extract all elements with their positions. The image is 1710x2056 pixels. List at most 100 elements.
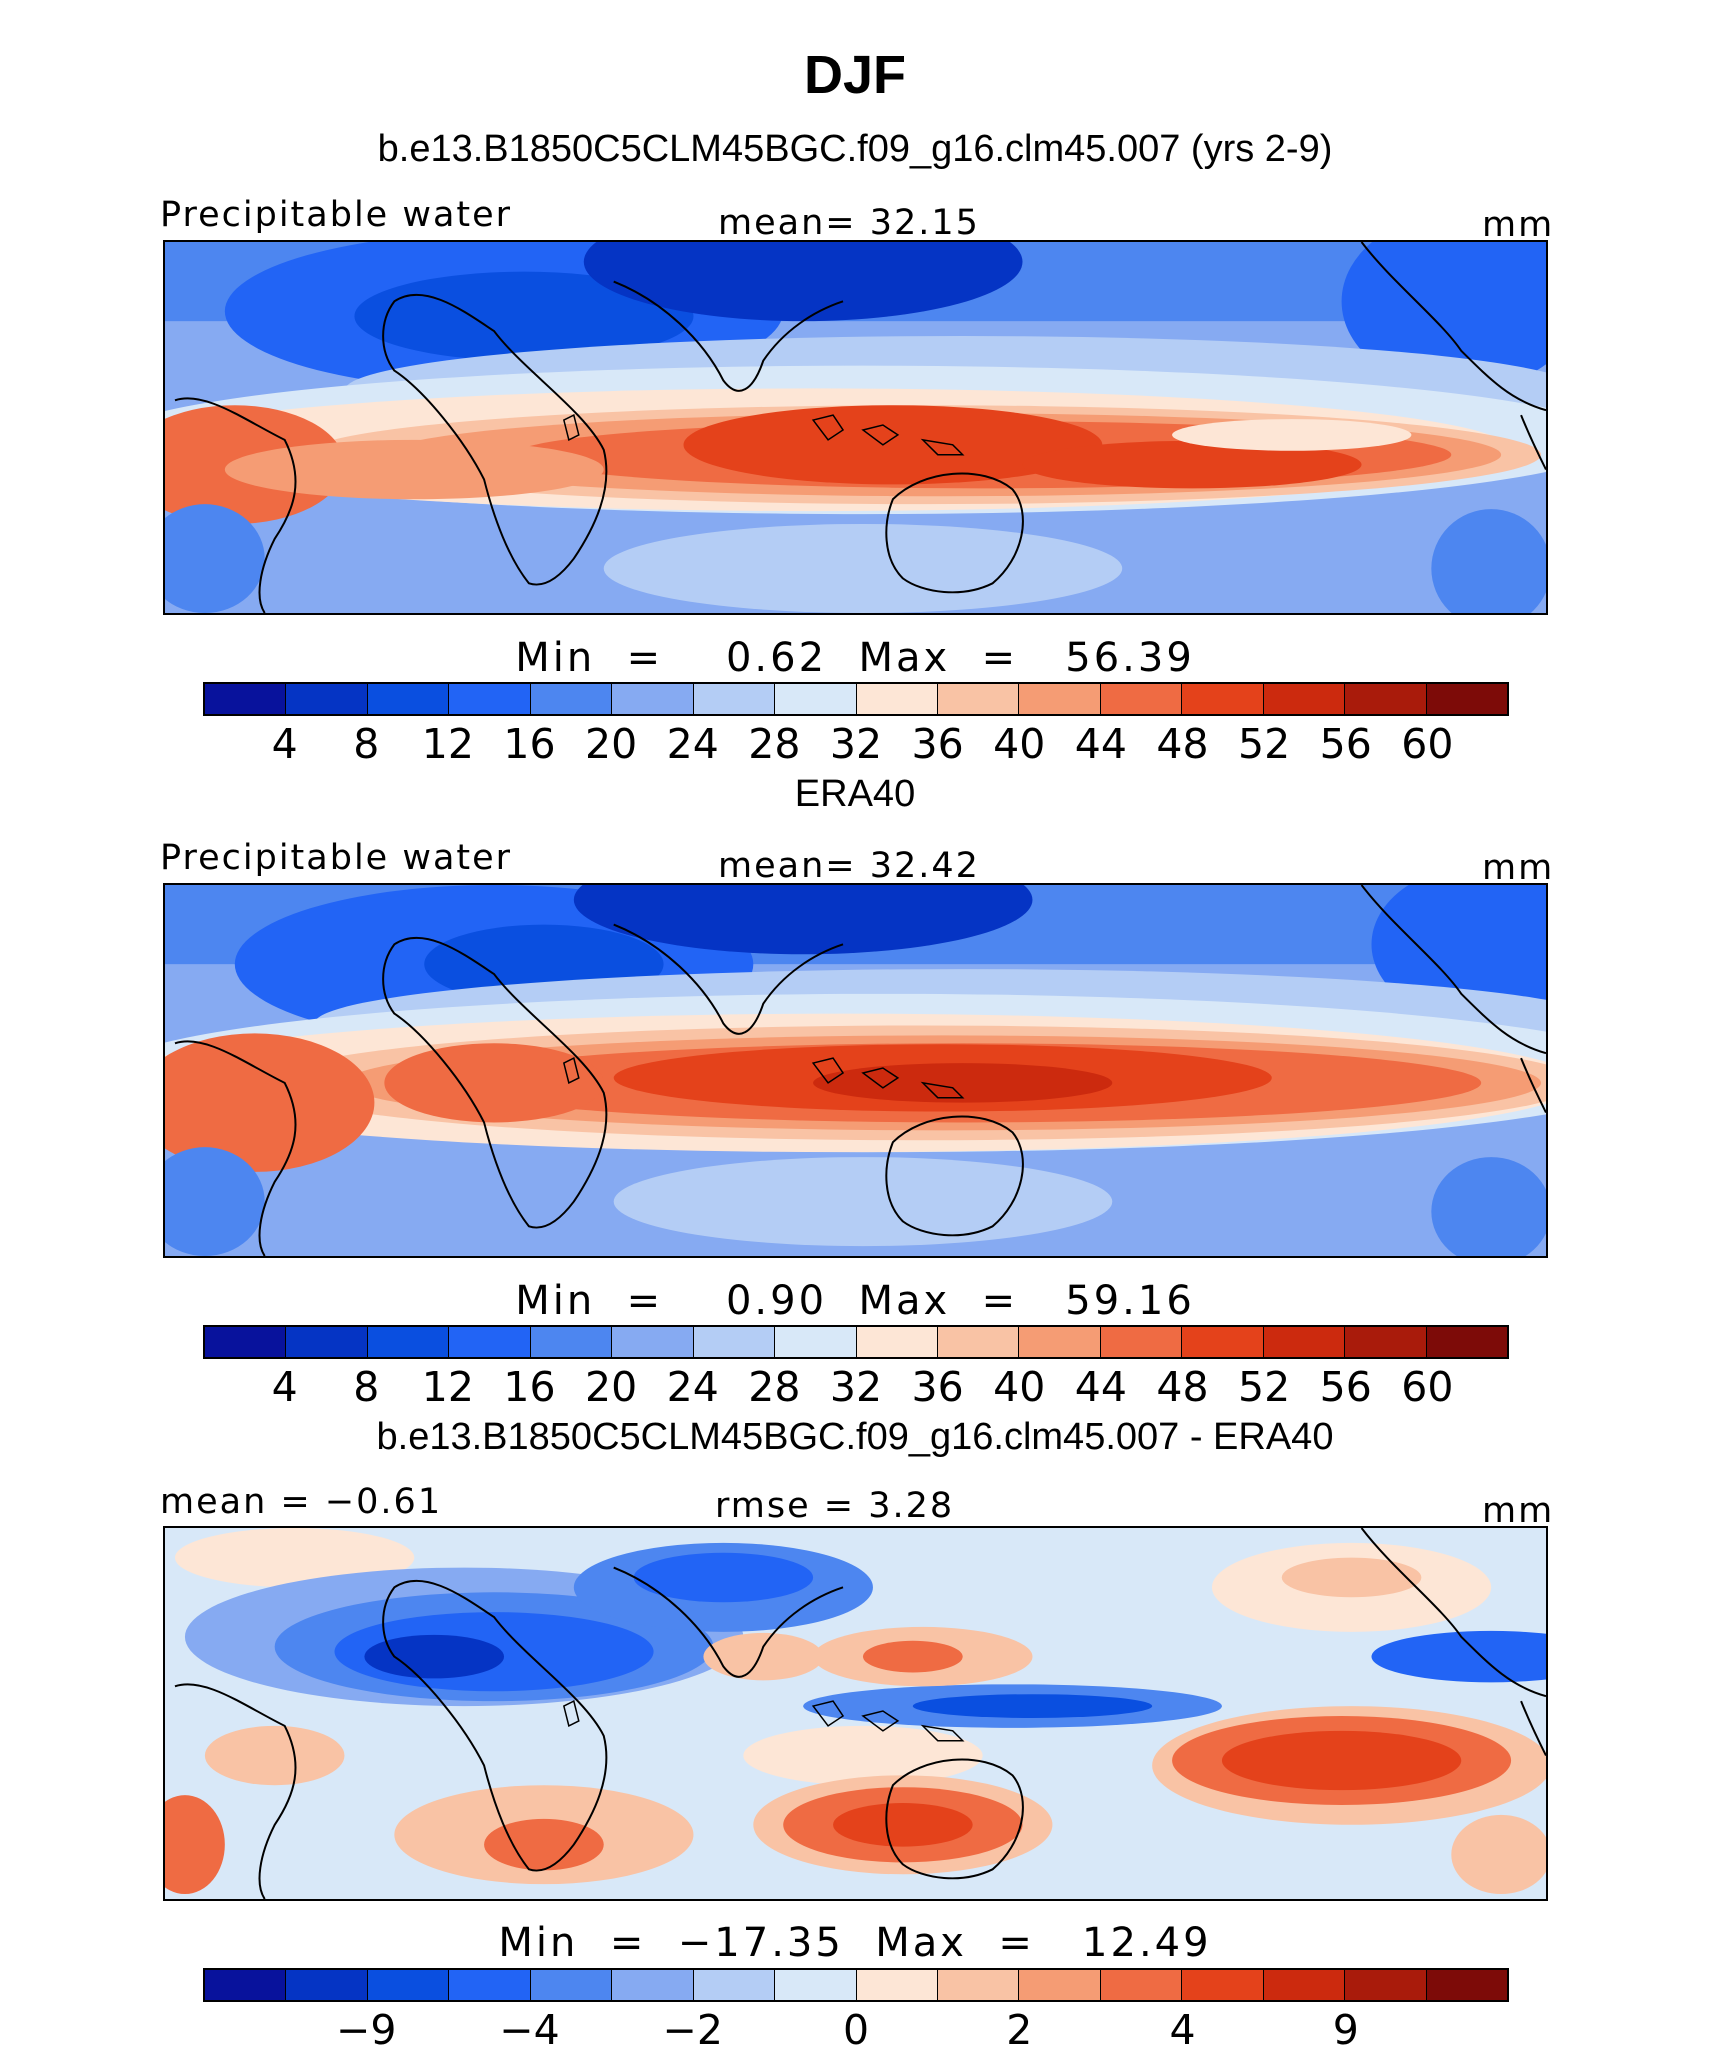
colorbar-tick-label: 4 xyxy=(1169,2006,1196,2054)
colorbar-tick-label: −4 xyxy=(499,2006,560,2054)
colorbar-swatch xyxy=(1182,684,1264,714)
colorbar-tick-label: 8 xyxy=(353,1363,380,1411)
panel1-colorbar xyxy=(203,682,1509,716)
colorbar-swatch xyxy=(693,1970,776,2000)
figure-title: DJF xyxy=(803,45,906,105)
colorbar-tick-label: 44 xyxy=(1074,1363,1127,1411)
colorbar-tick-label: 56 xyxy=(1319,1363,1372,1411)
colorbar-swatch xyxy=(856,684,938,714)
colorbar-swatch xyxy=(693,1327,776,1357)
panel2-contour-plot xyxy=(165,885,1546,1256)
panel3-title: b.e13.B1850C5CLM45BGC.f09_g16.clm45.007 … xyxy=(376,1416,1334,1458)
panel3-min-label: Min xyxy=(498,1920,579,1966)
panel1-title: b.e13.B1850C5CLM45BGC.f09_g16.clm45.007 … xyxy=(377,128,1333,170)
panel2-colorbar-ticks: 4 8 12 16 20 24 28 32 36 40 44 48 52 56 60 xyxy=(203,1363,1509,1413)
colorbar-tick-label: 60 xyxy=(1401,720,1454,768)
colorbar-swatch xyxy=(1426,1327,1507,1357)
colorbar-tick-label: 28 xyxy=(748,1363,801,1411)
colorbar-swatch xyxy=(1100,1970,1183,2000)
colorbar-swatch xyxy=(286,684,368,714)
colorbar-swatch xyxy=(1263,684,1346,714)
colorbar-swatch xyxy=(1100,1327,1183,1357)
colorbar-swatch xyxy=(367,1327,450,1357)
panel3-min-value: −17.35 xyxy=(677,1920,844,1966)
colorbar-swatch xyxy=(205,1327,287,1357)
panel1-contour-plot xyxy=(165,242,1546,613)
panel2-min-value: 0.90 xyxy=(725,1278,828,1324)
colorbar-tick-label: 32 xyxy=(829,720,883,768)
colorbar-tick-label: 48 xyxy=(1156,1363,1209,1411)
colorbar-swatch xyxy=(1263,1970,1346,2000)
colorbar-swatch xyxy=(856,1970,938,2000)
panel1-min-label: Min xyxy=(515,635,596,681)
colorbar-tick-label: 24 xyxy=(666,720,719,768)
colorbar-swatch xyxy=(937,684,1020,714)
colorbar-swatch xyxy=(612,684,694,714)
colorbar-swatch xyxy=(1019,1327,1101,1357)
colorbar-tick-label: 4 xyxy=(271,720,298,768)
colorbar-swatch xyxy=(205,1970,287,2000)
colorbar-tick-label: 36 xyxy=(911,1363,964,1411)
colorbar-tick-label: 40 xyxy=(993,720,1046,768)
panel2-title: ERA40 xyxy=(794,773,916,815)
colorbar-swatch xyxy=(530,684,613,714)
colorbar-tick-label: 52 xyxy=(1238,1363,1291,1411)
panel1-map xyxy=(163,240,1548,615)
colorbar-swatch xyxy=(856,1327,938,1357)
colorbar-swatch xyxy=(449,684,531,714)
panel1-colorbar-ticks: 4 8 12 16 20 24 28 32 36 40 44 48 52 56 60 xyxy=(203,720,1509,770)
panel1-mean-label: mean= 32.15 xyxy=(718,203,980,243)
colorbar-swatch xyxy=(775,1970,857,2000)
colorbar-tick-label: −9 xyxy=(336,2006,397,2054)
colorbar-swatch xyxy=(1182,1970,1264,2000)
panel3-mean-label: mean = −0.61 xyxy=(160,1482,443,1522)
colorbar-tick-label: 32 xyxy=(829,1363,883,1411)
panel1-max-value: 56.39 xyxy=(1065,635,1195,681)
colorbar-tick-label: 28 xyxy=(748,720,801,768)
colorbar-swatch xyxy=(367,684,450,714)
panel1-variable-label: Precipitable water xyxy=(160,195,513,235)
colorbar-swatch xyxy=(530,1327,613,1357)
colorbar-swatch xyxy=(775,684,857,714)
panel3-map xyxy=(163,1526,1548,1901)
panel2-map xyxy=(163,883,1548,1258)
colorbar-swatch xyxy=(286,1327,368,1357)
colorbar-swatch xyxy=(1019,684,1101,714)
panel2-units-label: mm xyxy=(1482,848,1555,888)
colorbar-tick-label: 0 xyxy=(842,2006,870,2054)
panel3-max-value: 12.49 xyxy=(1082,1920,1212,1966)
colorbar-swatch xyxy=(1345,1970,1427,2000)
colorbar-swatch xyxy=(693,684,776,714)
colorbar-tick-label: 12 xyxy=(421,720,474,768)
colorbar-swatch xyxy=(1182,1327,1264,1357)
panel2-max-label: Max xyxy=(858,1278,951,1324)
colorbar-swatch xyxy=(1426,684,1507,714)
panel3-rmse-label: rmse = 3.28 xyxy=(715,1486,955,1526)
colorbar-tick-label: 12 xyxy=(421,1363,474,1411)
panel3-minmax: Min = −17.35 Max = 12.49 xyxy=(498,1920,1212,1966)
colorbar-swatch xyxy=(1100,684,1183,714)
panel2-variable-label: Precipitable water xyxy=(160,838,513,878)
panel3-contour-plot xyxy=(165,1528,1546,1899)
colorbar-tick-label: 48 xyxy=(1156,720,1209,768)
panel2-colorbar xyxy=(203,1325,1509,1359)
colorbar-swatch xyxy=(937,1327,1020,1357)
colorbar-swatch xyxy=(612,1970,694,2000)
colorbar-swatch xyxy=(1426,1970,1507,2000)
colorbar-swatch xyxy=(1263,1327,1346,1357)
colorbar-tick-label: 2 xyxy=(1006,2006,1033,2054)
colorbar-tick-label: −2 xyxy=(662,2006,723,2054)
panel1-units-label: mm xyxy=(1482,205,1555,245)
colorbar-tick-label: 4 xyxy=(271,1363,298,1411)
panel2-mean-label: mean= 32.42 xyxy=(718,846,980,886)
panel3-colorbar-ticks: −9 −4 −2 0 2 4 9 xyxy=(203,2006,1509,2056)
colorbar-tick-label: 44 xyxy=(1074,720,1127,768)
colorbar-tick-label: 16 xyxy=(503,1363,556,1411)
colorbar-tick-label: 20 xyxy=(585,720,638,768)
colorbar-tick-label: 8 xyxy=(353,720,380,768)
colorbar-tick-label: 24 xyxy=(666,1363,719,1411)
colorbar-swatch xyxy=(937,1970,1020,2000)
panel1-minmax: Min = 0.62 Max = 56.39 xyxy=(515,635,1195,681)
colorbar-tick-label: 56 xyxy=(1319,720,1372,768)
panel1-max-label: Max xyxy=(858,635,951,681)
